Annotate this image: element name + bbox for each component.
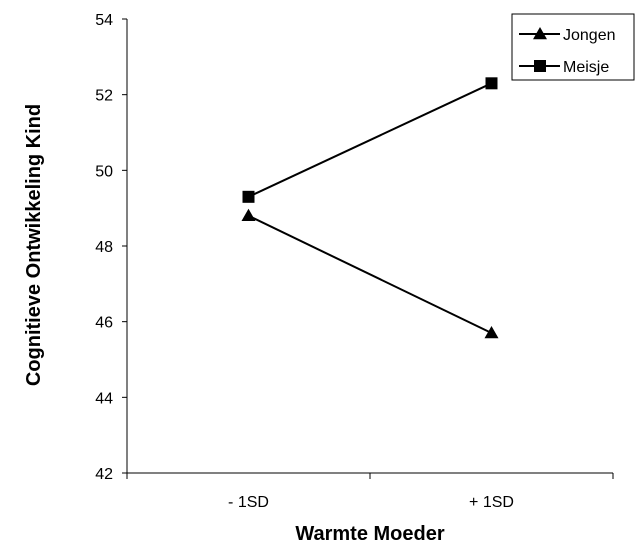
- x-axis-title: Warmte Moeder: [295, 523, 445, 545]
- axes: [126, 19, 613, 474]
- x-tick-label: + 1SD: [469, 494, 514, 511]
- legend: Jongen Meisje: [511, 13, 635, 81]
- y-axis-title: Cognitieve Ontwikkeling Kind: [23, 104, 45, 386]
- x-axis-ticks: - 1SD + 1SD: [126, 473, 614, 511]
- y-tick-label: 50: [95, 163, 113, 180]
- y-tick-label: 46: [95, 315, 113, 332]
- legend-marker-jongen: [533, 27, 547, 40]
- legend-box: [511, 13, 635, 81]
- data-point-meisje: [485, 77, 498, 90]
- series-jongen: [241, 208, 499, 339]
- data-point-jongen: [241, 208, 256, 221]
- legend-label-jongen: Jongen: [563, 27, 616, 44]
- y-axis-ticks: 42 44 46 48 50 52 54: [95, 12, 127, 483]
- series-line-jongen: [248, 214, 492, 334]
- legend-marker-meisje: [534, 60, 546, 72]
- y-tick-label: 44: [95, 390, 113, 407]
- y-tick-label: 52: [95, 88, 113, 105]
- series-group: [241, 77, 499, 339]
- legend-label-meisje: Meisje: [563, 59, 609, 76]
- series-meisje: [242, 77, 498, 203]
- y-tick-label: 54: [95, 12, 113, 29]
- data-point-jongen: [484, 326, 499, 339]
- data-point-meisje: [242, 190, 255, 203]
- y-tick-label: 42: [95, 466, 113, 483]
- y-tick-label: 48: [95, 239, 113, 256]
- series-line-meisje: [248, 82, 492, 198]
- x-tick-label: - 1SD: [228, 494, 269, 511]
